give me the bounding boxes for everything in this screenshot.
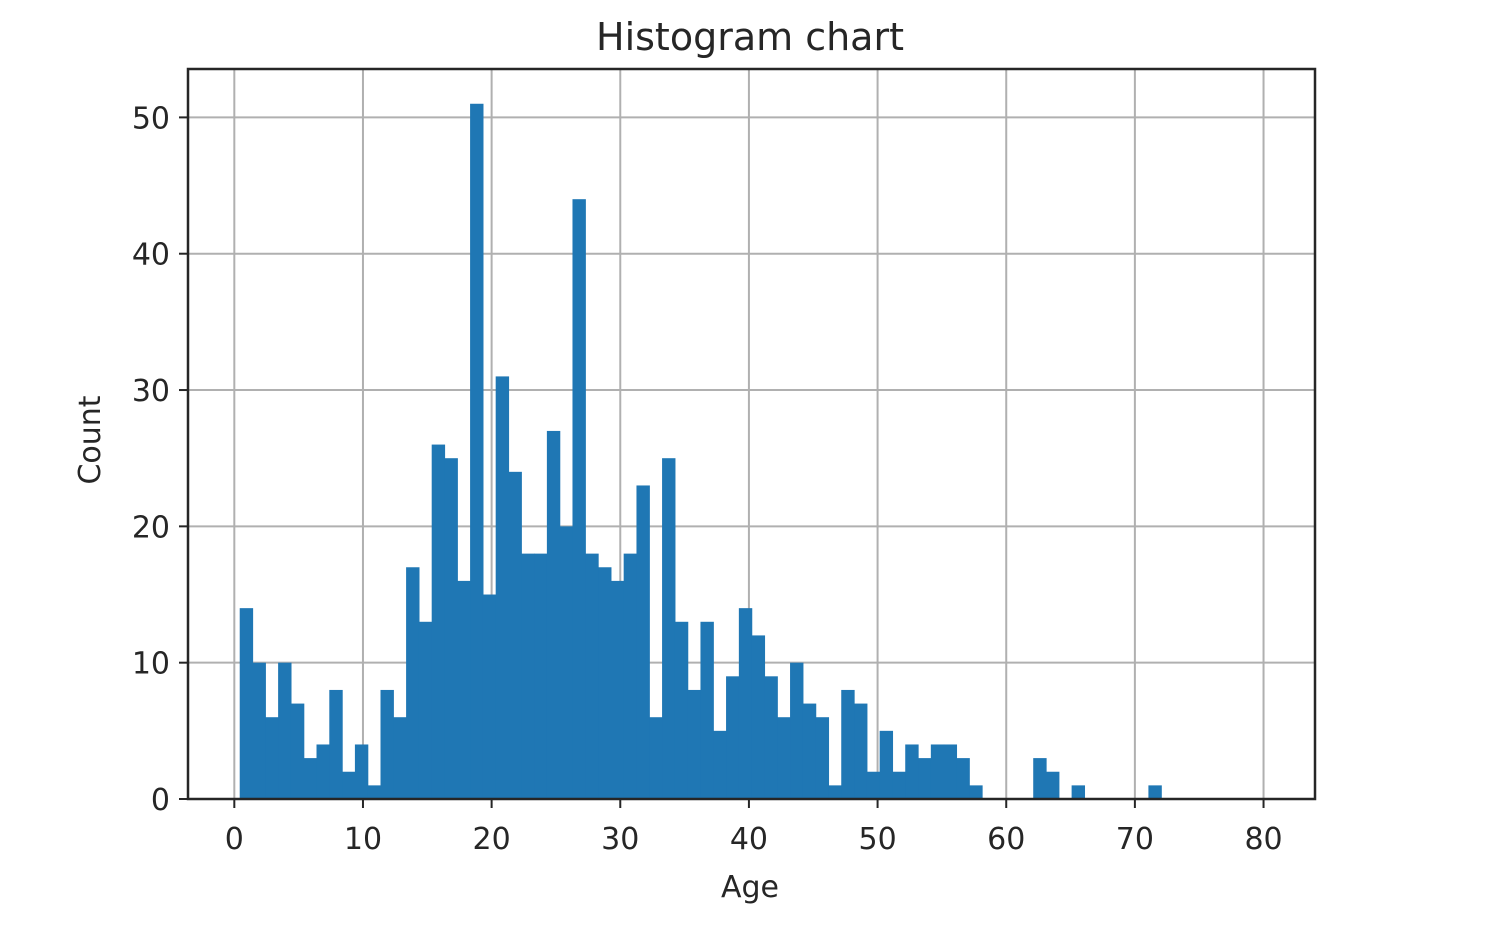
histogram-bar (367, 785, 382, 799)
histogram-bar (956, 758, 970, 799)
y-axis-label: Count (73, 395, 108, 484)
histogram-bar (572, 199, 586, 799)
histogram-bar (393, 717, 407, 799)
histogram-bar (636, 485, 650, 799)
histogram-bar (1033, 758, 1047, 799)
histogram-bar (482, 594, 497, 799)
histogram-bar (239, 608, 254, 799)
histogram-bar (623, 553, 638, 799)
x-tick-label: 40 (730, 822, 768, 857)
histogram-bar (649, 717, 663, 799)
histogram-bar (905, 744, 919, 799)
histogram-bar (380, 689, 394, 799)
histogram-bar (610, 580, 625, 799)
x-axis-label: Age (721, 870, 779, 905)
histogram-bar (930, 744, 945, 799)
histogram-bar (700, 621, 714, 799)
y-tick-label: 10 (132, 647, 170, 682)
histogram-bar (508, 471, 522, 799)
histogram-bar (1071, 785, 1086, 799)
histogram-bar (431, 444, 446, 799)
histogram-bar (598, 567, 612, 799)
histogram-bar (802, 703, 817, 799)
histogram-bar (777, 717, 791, 799)
x-tick-label: 60 (987, 822, 1025, 857)
histogram-bar (495, 376, 510, 799)
chart-title: Histogram chart (596, 15, 904, 59)
histogram-bar (546, 430, 561, 799)
y-tick-label: 40 (132, 238, 170, 273)
histogram-bar (1148, 785, 1162, 799)
histogram-bar (918, 758, 932, 799)
histogram-bar (674, 621, 689, 799)
histogram-bar (329, 689, 343, 799)
histogram-bar (316, 744, 330, 799)
histogram-bar (585, 553, 599, 799)
histogram-bar (815, 717, 830, 799)
histogram-bar (534, 553, 548, 799)
axis-ticks: 0 10 20 30 40 50 60 70 80 0 10 20 30 40 50 (132, 101, 1283, 857)
histogram-bar (969, 785, 983, 799)
histogram-bar (738, 608, 753, 799)
y-tick-label: 0 (151, 783, 170, 818)
histogram-bar (342, 771, 356, 799)
histogram-bar (841, 689, 855, 799)
histogram-bar (828, 785, 842, 799)
histogram-bar (751, 635, 766, 799)
x-tick-label: 0 (225, 822, 244, 857)
histogram-bar (943, 744, 958, 799)
histogram-bar (252, 662, 266, 799)
y-tick-label: 30 (132, 374, 170, 409)
histogram-bar (444, 458, 458, 799)
histogram-bar (854, 703, 868, 799)
histogram-bar (892, 771, 906, 799)
x-tick-label: 70 (1116, 822, 1154, 857)
x-tick-label: 50 (858, 822, 896, 857)
histogram-bar (687, 689, 702, 799)
histogram-bar (879, 730, 894, 799)
histogram-bar (303, 758, 318, 799)
histogram-bar (457, 580, 471, 799)
histogram-bar (726, 676, 740, 799)
plot-frame (186, 67, 1317, 801)
histogram-bar (713, 730, 727, 799)
histogram-bar (764, 676, 778, 799)
y-tick-label: 20 (132, 510, 170, 545)
histogram-bar (406, 567, 420, 799)
histogram-bar (866, 771, 881, 799)
y-tick-label: 50 (132, 101, 170, 136)
histogram-bar (521, 553, 535, 799)
histogram-bar (662, 458, 676, 799)
histogram-bar (559, 526, 574, 799)
histogram-bar (354, 744, 369, 799)
histogram-bar (265, 717, 279, 799)
x-tick-label: 80 (1244, 822, 1282, 857)
histogram-bar (470, 103, 484, 799)
x-tick-label: 20 (473, 822, 511, 857)
histogram-bar (418, 621, 433, 799)
histogram-bar (1046, 771, 1060, 799)
histogram-bar (790, 662, 804, 799)
histogram-bars (239, 103, 1162, 799)
x-tick-label: 10 (344, 822, 382, 857)
x-tick-label: 30 (601, 822, 639, 857)
histogram-bar (290, 703, 305, 799)
histogram-bar (278, 662, 292, 799)
